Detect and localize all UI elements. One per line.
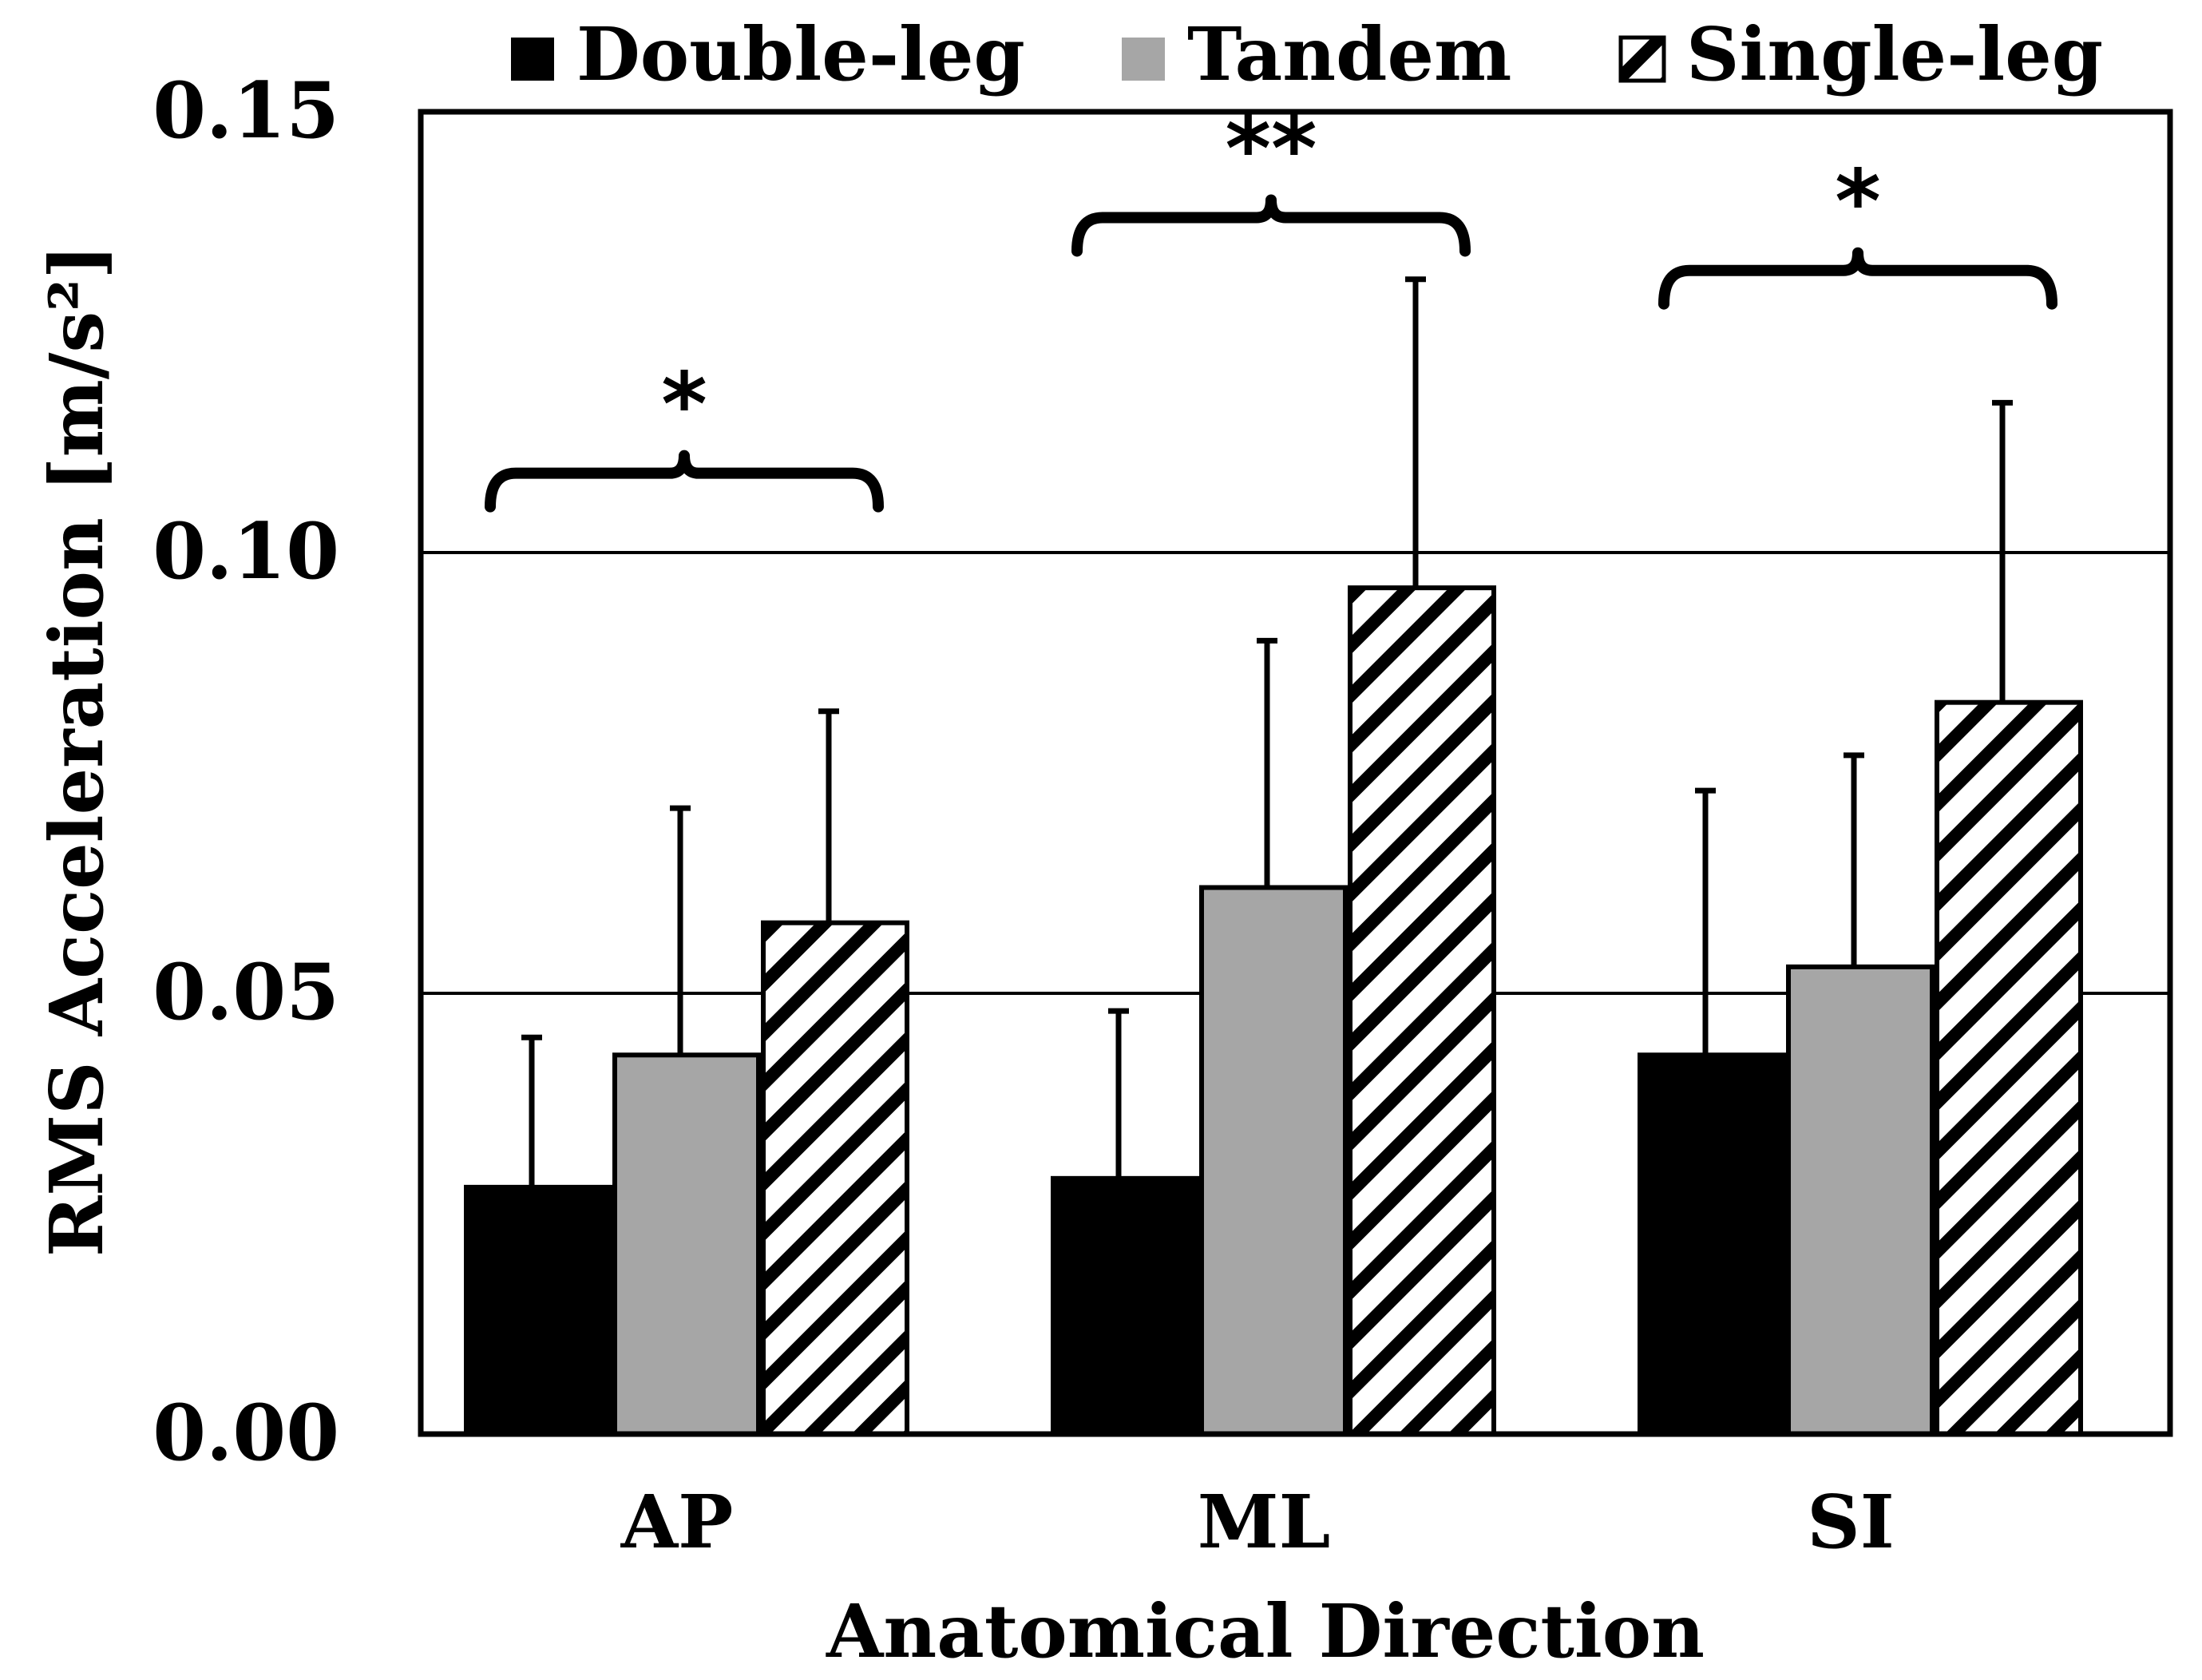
legend-swatch-tandem — [1122, 38, 1165, 81]
y-tick-label: 0.10 — [152, 506, 339, 596]
bar-tandem-si — [1786, 964, 1935, 1436]
legend-label-double-leg: Double-leg — [576, 11, 1025, 97]
significance-bracket — [485, 450, 884, 513]
bar-single-leg-ap — [761, 920, 909, 1437]
y-axis-title: RMS Acceleration [m/s²] — [34, 244, 120, 1257]
significance-marker: * — [1835, 151, 1881, 253]
x-tick-label: ML — [1198, 1479, 1331, 1565]
bar-tandem-ap — [612, 1052, 761, 1437]
legend-swatch-single-leg — [1618, 35, 1666, 83]
x-tick-label: AP — [620, 1479, 734, 1565]
x-tick-label: SI — [1807, 1479, 1894, 1565]
significance-bracket — [1658, 247, 2057, 310]
significance-bracket — [1071, 194, 1471, 257]
x-axis-title: Anatomical Direction — [826, 1588, 1705, 1674]
bar-single-leg-si — [1935, 699, 2083, 1436]
plot-frame — [418, 109, 2173, 1437]
y-tick-label: 0.05 — [152, 947, 339, 1037]
legend-label-single-leg: Single-leg — [1686, 11, 2103, 97]
y-tick-label: 0.00 — [152, 1388, 339, 1478]
bar-tandem-ml — [1199, 885, 1348, 1436]
bar-double-leg-ap — [464, 1184, 612, 1436]
y-tick-label: 0.15 — [152, 65, 339, 156]
legend-swatch-double-leg — [511, 38, 554, 81]
bar-double-leg-ml — [1051, 1175, 1199, 1436]
bar-double-leg-si — [1638, 1052, 1786, 1437]
legend-label-tandem: Tandem — [1187, 11, 1511, 97]
significance-marker: * — [661, 354, 707, 456]
bar-single-leg-ml — [1348, 585, 1496, 1436]
significance-marker: ** — [1225, 97, 1317, 200]
